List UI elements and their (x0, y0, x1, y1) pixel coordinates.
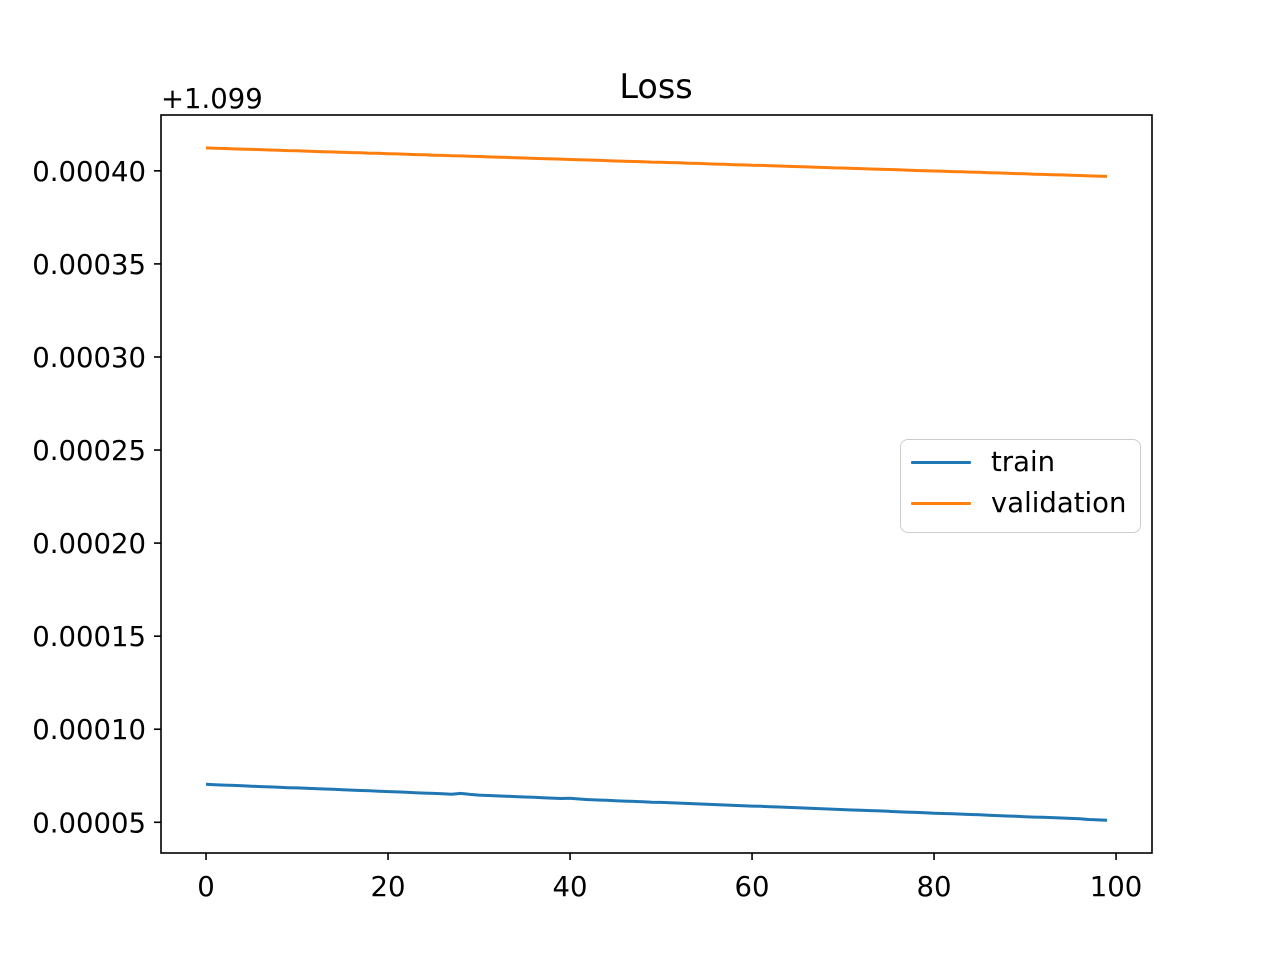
legend-label-validation: validation (991, 486, 1127, 519)
series-lines (205, 146, 1108, 822)
plot-border (160, 114, 1153, 854)
x-tick-label: 100 (1090, 871, 1143, 903)
y-tick-label: 0.00020 (32, 528, 146, 560)
validation-line (205, 146, 1108, 178)
y-axis-ticks: 0.00005 0.00010 0.00015 0.00020 0.00025 0.000… (32, 156, 161, 839)
legend-row-train: train (911, 442, 1140, 483)
y-tick-label: 0.00010 (32, 714, 146, 746)
x-tick-label: 60 (735, 871, 770, 903)
legend-label-train: train (991, 445, 1056, 478)
y-axis-offset-label: +1.099 (161, 83, 263, 115)
y-tick-label: 0.00005 (32, 807, 146, 839)
chart-title: Loss (619, 67, 692, 106)
legend-row-validation: validation (911, 483, 1140, 524)
legend: train validation (900, 439, 1141, 533)
x-axis-ticks: 0 20 40 60 80 100 (197, 853, 1142, 903)
train-line (205, 782, 1108, 822)
y-tick-label: 0.00035 (32, 249, 146, 281)
y-tick-label: 0.00040 (32, 156, 146, 188)
x-tick-label: 80 (917, 871, 952, 903)
y-tick-label: 0.00025 (32, 435, 146, 467)
x-tick-label: 40 (553, 871, 588, 903)
x-tick-label: 0 (197, 871, 215, 903)
x-tick-label: 20 (371, 871, 406, 903)
y-tick-label: 0.00015 (32, 621, 146, 653)
y-tick-label: 0.00030 (32, 342, 146, 374)
legend-line-sample-train (911, 460, 971, 465)
legend-line-sample-validation (911, 501, 971, 506)
